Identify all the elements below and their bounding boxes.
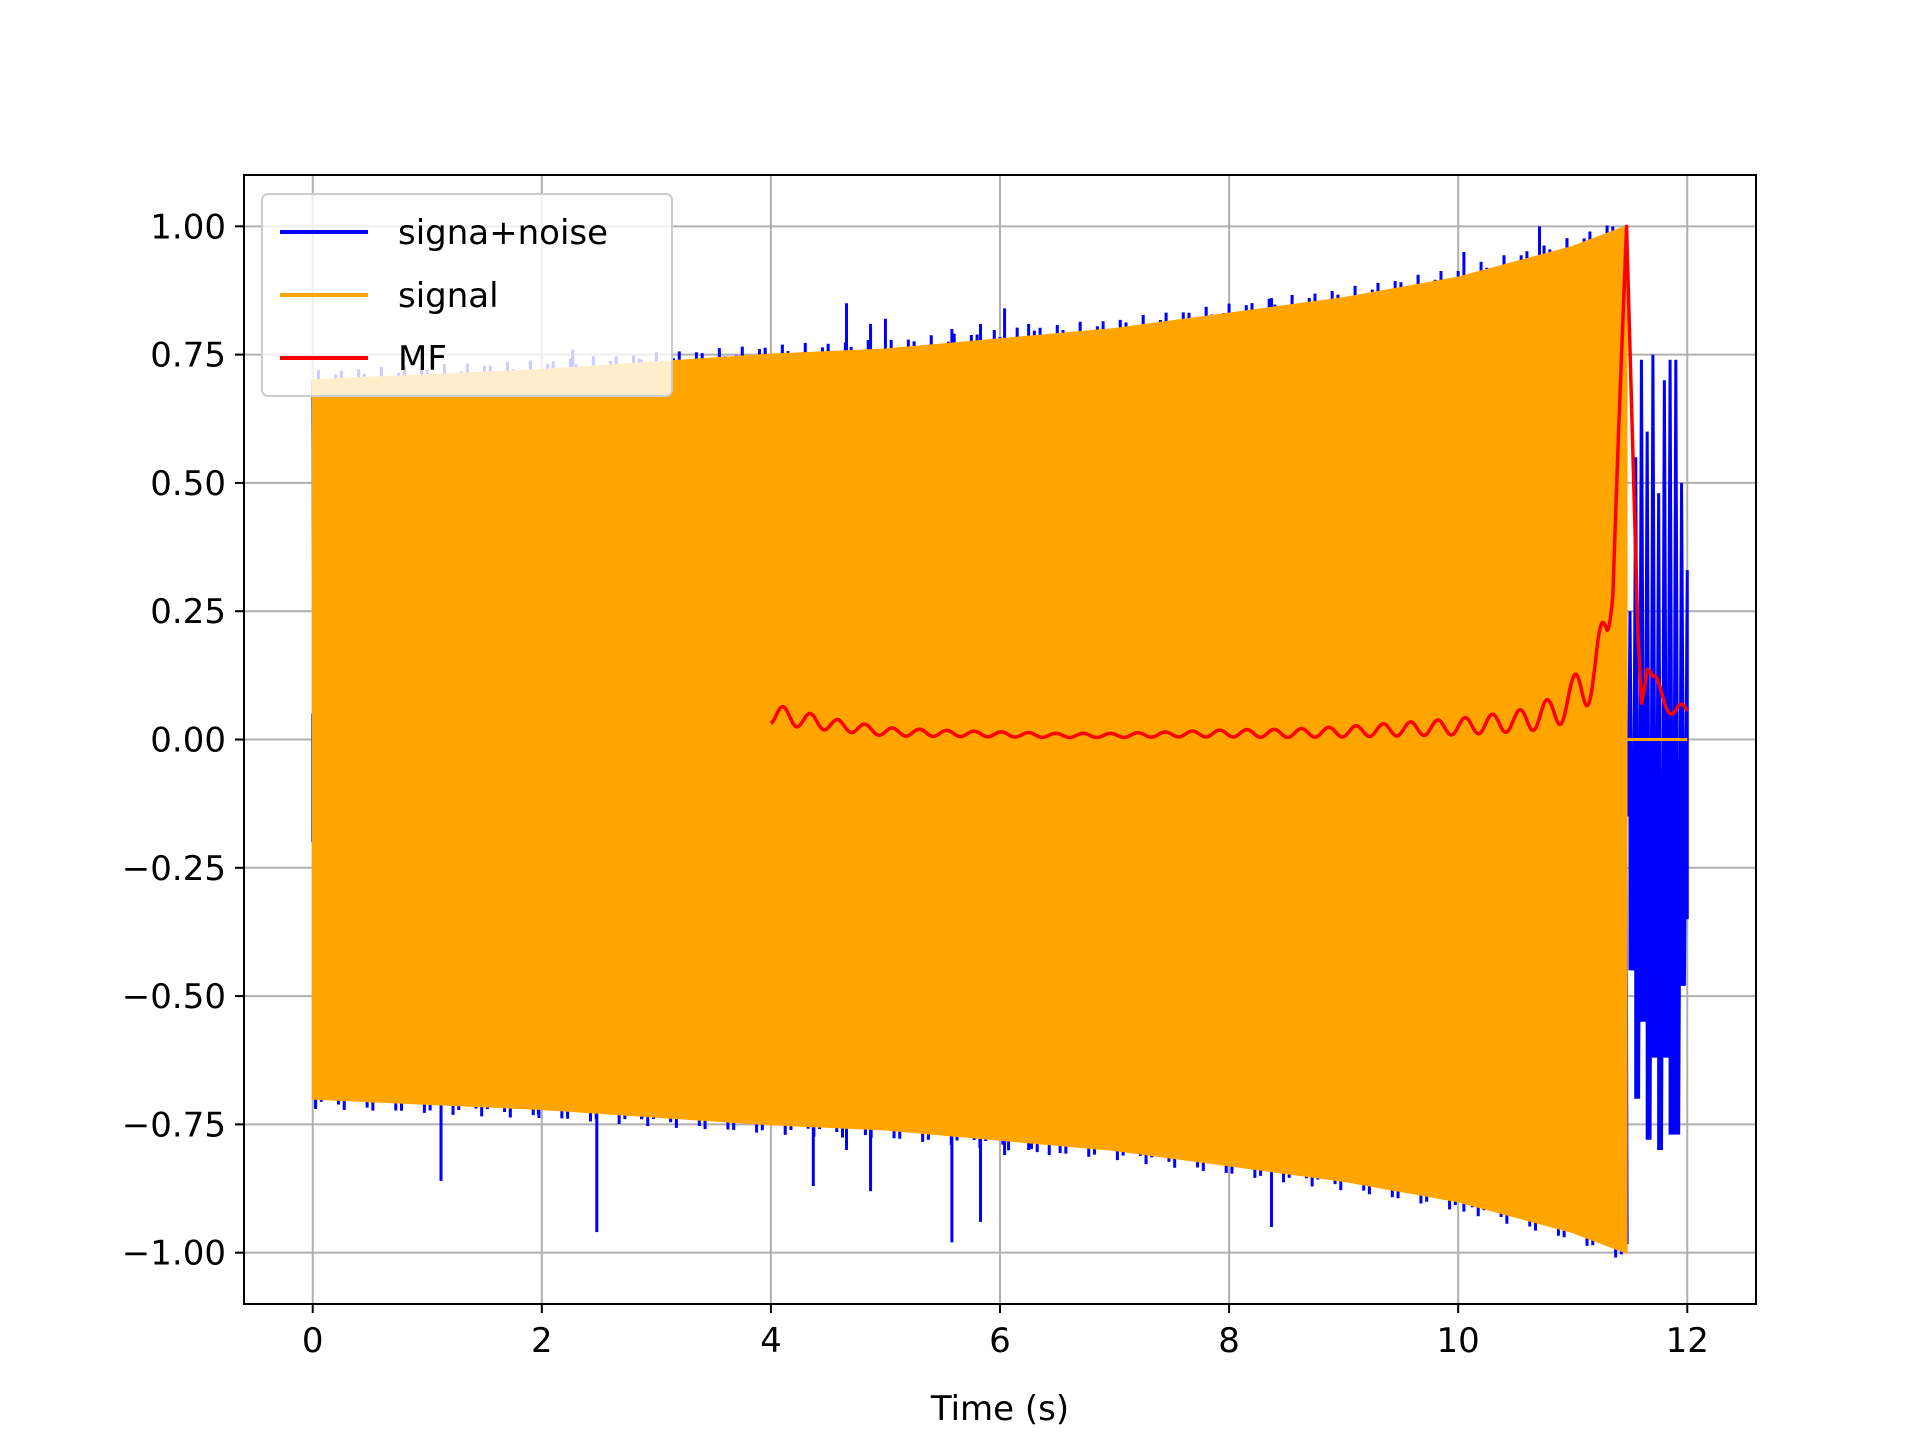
- x-tick-label: 6: [989, 1321, 1011, 1361]
- y-tick-label: 1.00: [150, 207, 226, 247]
- legend-label: signa+noise: [398, 213, 608, 253]
- x-tick-label: 2: [531, 1321, 553, 1361]
- legend-box: [261, 193, 673, 397]
- y-tick-label: −0.50: [122, 977, 226, 1017]
- x-tick-label: 10: [1437, 1321, 1480, 1361]
- plot-series: [311, 224, 1689, 1258]
- y-tick-label: 0.00: [150, 721, 226, 761]
- y-tick-label: −1.00: [122, 1234, 226, 1274]
- x-tick-label: 12: [1666, 1321, 1709, 1361]
- y-tick-label: 0.25: [150, 592, 226, 632]
- series-line-mf: [769, 224, 1689, 740]
- x-tick-label: 8: [1218, 1321, 1240, 1361]
- x-axis-label: Time (s): [930, 1389, 1069, 1429]
- y-tick-label: −0.75: [122, 1105, 226, 1145]
- series-area-signal: [311, 224, 1628, 1255]
- y-tick-label: 0.50: [150, 464, 226, 504]
- y-tick-label: 0.75: [150, 336, 226, 376]
- x-tick-label: 4: [760, 1321, 782, 1361]
- legend: signa+noise signal MF: [261, 193, 673, 397]
- axis-ticks: 0 2 4 6 8 10 12 1.00 0.75 0.50 0.25 0.00 −0.25 −0.50 −…: [122, 207, 1709, 1361]
- y-tick-label: −0.25: [122, 849, 226, 889]
- x-tick-label: 0: [302, 1321, 324, 1361]
- legend-label: signal: [398, 276, 499, 316]
- legend-label: MF: [398, 339, 447, 379]
